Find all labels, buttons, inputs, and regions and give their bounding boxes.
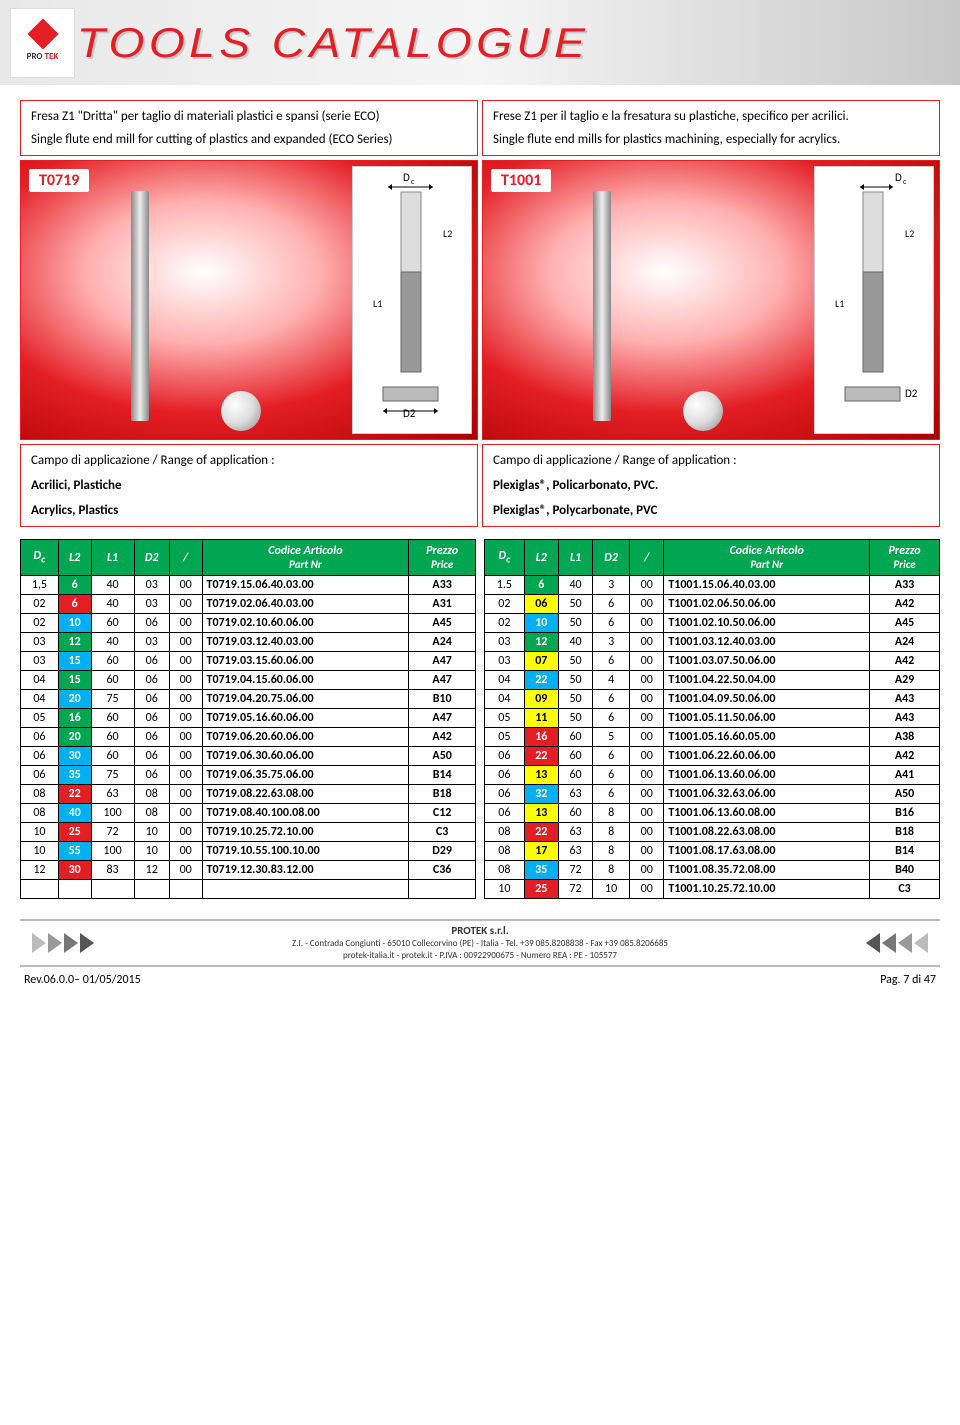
table-row: 0620600600T0719.06.20.60.06.00A42	[21, 728, 476, 747]
table-row: 063263600T1001.06.32.63.06.00A50	[485, 785, 940, 804]
range-title-left: Campo di applicazione / Range of applica…	[31, 453, 467, 468]
table-row: 10551001000T0719.10.55.100.10.00D29	[21, 842, 476, 861]
desc-left-it: Fresa Z1 "Dritta" per taglio di material…	[31, 109, 467, 124]
table-row: 062260600T1001.06.22.60.06.00A42	[485, 747, 940, 766]
table-row: 082263800T1001.08.22.63.08.00B18	[485, 823, 940, 842]
range-it-left: Acrilici, Plastiche	[31, 478, 467, 493]
revision-text: Rev.06.0.0– 01/05/2015	[24, 973, 141, 987]
range-title-right: Campo di applicazione / Range of applica…	[493, 453, 929, 468]
th-d2: D2	[593, 540, 630, 576]
table-row: 021050600T1001.02.10.50.06.00A45	[485, 614, 940, 633]
range-it-right: Plexiglas®, Policarbonato, PVC.	[493, 478, 929, 493]
table-header-row: Dc L2 L1 D2 / Codice ArticoloPart Nr Pre…	[485, 540, 940, 576]
th-code: Codice ArticoloPart Nr	[202, 540, 409, 576]
tool-icon	[131, 191, 149, 421]
section-icon	[221, 391, 261, 431]
table-row: 042250400T1001.04.22.50.04.00A29	[485, 671, 940, 690]
spec-table-right: Dc L2 L1 D2 / Codice ArticoloPart Nr Pre…	[484, 539, 940, 899]
table-row: 0516600600T0719.05.16.60.06.00A47	[21, 709, 476, 728]
logo: PRO TEK	[10, 8, 75, 78]
table-header-row: Dc L2 L1 D2 / Codice ArticoloPart Nr Pre…	[21, 540, 476, 576]
th-l1: L1	[91, 540, 134, 576]
product-image-right: T1001 Dc L2 L1 D2	[482, 160, 940, 440]
description-row: Fresa Z1 "Dritta" per taglio di material…	[20, 100, 940, 156]
th-l2: L2	[524, 540, 558, 576]
desc-left-en: Single flute end mill for cutting of pla…	[31, 132, 467, 147]
th-l2: L2	[58, 540, 91, 576]
svg-text:L2: L2	[905, 227, 914, 240]
table-row: 040950600T1001.04.09.50.06.00A43	[485, 690, 940, 709]
th-dc: Dc	[485, 540, 525, 576]
th-dc: Dc	[21, 540, 59, 576]
table-row: 061360800T1001.06.13.60.08.00B16	[485, 804, 940, 823]
th-slash: /	[169, 540, 202, 576]
table-row	[21, 880, 476, 899]
pager: Rev.06.0.0– 01/05/2015 Pag. 7 di 47	[20, 973, 940, 987]
svg-text:c: c	[411, 177, 415, 187]
section-icon	[683, 391, 723, 431]
footer-text: PROTEK s.r.l. Z.I. - Contrada Congiunti …	[292, 924, 668, 962]
desc-right-it: Frese Z1 per il taglio e la fresatura su…	[493, 109, 929, 124]
diagram-right: Dc L2 L1 D2	[814, 166, 934, 434]
table-row: 1.5640300T1001.15.06.40.03.00A33	[485, 576, 940, 595]
svg-text:L1: L1	[835, 297, 844, 310]
table-row: 0210600600T0719.02.10.60.06.00A45	[21, 614, 476, 633]
svg-text:c: c	[903, 177, 907, 187]
tool-icon	[593, 191, 611, 421]
table-row: 0635750600T0719.06.35.75.06.00B14	[21, 766, 476, 785]
page-number: Pag. 7 di 47	[880, 973, 936, 987]
th-price: PrezzoPrice	[870, 540, 940, 576]
th-d2: D2	[134, 540, 169, 576]
svg-text:D: D	[895, 171, 902, 184]
svg-text:D2: D2	[403, 407, 416, 420]
table-row: 081763800T1001.08.17.63.08.00B14	[485, 842, 940, 861]
table-row: 051660500T1001.05.16.60.05.00A38	[485, 728, 940, 747]
table-row: 0312400300T0719.03.12.40.03.00A24	[21, 633, 476, 652]
chevron-right-icon	[32, 933, 94, 953]
table-row: 0822630800T0719.08.22.63.08.00B18	[21, 785, 476, 804]
product-image-left: T0719 Dc L2 L1 D2	[20, 160, 478, 440]
banner-title: TOOLS CATALOGUE	[77, 19, 590, 67]
product-code-right: T1001	[491, 169, 551, 192]
diagram-left: Dc L2 L1 D2	[352, 166, 472, 434]
table-row: 0630600600T0719.06.30.60.06.00A50	[21, 747, 476, 766]
spec-table-left: Dc L2 L1 D2 / Codice ArticoloPart Nr Pre…	[20, 539, 476, 899]
table-row: 1230831200T0719.12.30.83.12.00C36	[21, 861, 476, 880]
table-row: 026400300T0719.02.06.40.03.00A31	[21, 595, 476, 614]
table-row: 0315600600T0719.03.15.60.06.00A47	[21, 652, 476, 671]
table-row: 08401000800T0719.08.40.100.08.00C12	[21, 804, 476, 823]
logo-diamond-icon	[27, 18, 58, 49]
chevron-left-icon	[866, 933, 928, 953]
table-row: 0420750600T0719.04.20.75.06.00B10	[21, 690, 476, 709]
logo-text: PRO TEK	[27, 51, 59, 62]
table-row: 1025721000T0719.10.25.72.10.00C3	[21, 823, 476, 842]
footer-bar: PROTEK s.r.l. Z.I. - Contrada Congiunti …	[20, 919, 940, 967]
th-l1: L1	[558, 540, 592, 576]
table-row: 1025721000T1001.10.25.72.10.00C3	[485, 880, 940, 899]
svg-text:D2: D2	[905, 387, 918, 400]
table-row: 061360600T1001.06.13.60.06.00A41	[485, 766, 940, 785]
table-row: 030750600T1001.03.07.50.06.00A42	[485, 652, 940, 671]
svg-text:L2: L2	[443, 227, 452, 240]
svg-text:L1: L1	[373, 297, 382, 310]
product-code-left: T0719	[29, 169, 89, 192]
range-en-left: Acrylics, Plastics	[31, 503, 467, 518]
range-en-right: Plexiglas®, Polycarbonate, PVC	[493, 503, 929, 518]
image-row: T0719 Dc L2 L1 D2 T1001 Dc	[20, 160, 940, 440]
svg-text:D: D	[403, 171, 410, 184]
desc-right-en: Single flute end mills for plastics mach…	[493, 132, 929, 147]
table-row: 0415600600T0719.04.15.60.06.00A47	[21, 671, 476, 690]
tables-row: Dc L2 L1 D2 / Codice ArticoloPart Nr Pre…	[20, 535, 940, 899]
table-row: 031240300T1001.03.12.40.03.00A24	[485, 633, 940, 652]
table-row: 1,56400300T0719.15.06.40.03.00A33	[21, 576, 476, 595]
range-row: Campo di applicazione / Range of applica…	[20, 444, 940, 527]
table-row: 020650600T1001.02.06.50.06.00A42	[485, 595, 940, 614]
header-banner: PRO TEK TOOLS CATALOGUE	[0, 0, 960, 85]
table-row: 083572800T1001.08.35.72.08.00B40	[485, 861, 940, 880]
th-slash: /	[630, 540, 664, 576]
th-code: Codice ArticoloPart Nr	[664, 540, 870, 576]
table-row: 051150600T1001.05.11.50.06.00A43	[485, 709, 940, 728]
th-price: PrezzoPrice	[409, 540, 476, 576]
